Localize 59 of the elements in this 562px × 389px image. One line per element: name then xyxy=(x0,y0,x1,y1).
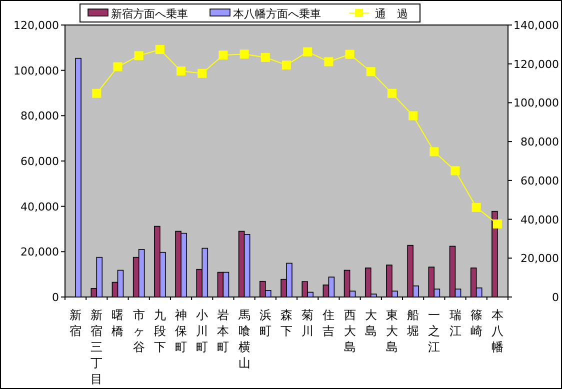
legend-label: 新宿方面へ乗車 xyxy=(111,8,188,20)
y2-tick-label: 60,000 xyxy=(520,174,559,188)
point xyxy=(260,52,270,62)
y-tick-label: 120,000 xyxy=(14,19,59,32)
x-tick-label: 本八幡 xyxy=(491,308,504,354)
y-tick-label: 100,000 xyxy=(14,64,59,78)
point xyxy=(282,60,291,70)
y2-tick-label: 80,000 xyxy=(520,136,559,149)
point xyxy=(430,147,439,156)
point xyxy=(155,44,164,54)
x-tick-label: 森下 xyxy=(280,308,292,338)
point xyxy=(113,62,122,72)
point xyxy=(198,68,207,78)
point xyxy=(303,47,312,56)
point xyxy=(218,50,228,60)
x-tick-label: 一之江 xyxy=(428,308,440,354)
point xyxy=(408,111,418,120)
x-tick-label: 西大島 xyxy=(344,308,356,354)
x-tick-label: 菊川 xyxy=(302,308,314,338)
y2-tick-label: 120,000 xyxy=(514,58,559,71)
x-tick-label: 東大島 xyxy=(386,308,398,354)
y2-tick-label: 40,000 xyxy=(520,213,559,226)
point xyxy=(387,88,396,98)
x-tick-label: 馬喰横山 xyxy=(237,308,250,370)
x-tick-label: 神保町 xyxy=(175,308,188,354)
y-tick-label: 40,000 xyxy=(20,200,59,214)
y2-tick-label: 20,000 xyxy=(520,252,559,266)
y2-tick-label: 100,000 xyxy=(514,96,559,110)
x-tick-label: 新宿三丁目 xyxy=(90,308,103,386)
x-tick-label: 篠崎 xyxy=(470,308,482,338)
point xyxy=(366,67,376,76)
y2-tick-label: 140,000 xyxy=(514,19,559,32)
point xyxy=(324,57,334,66)
x-tick-label: 岩本町 xyxy=(217,308,230,354)
point xyxy=(134,51,144,60)
y-tick-label: 60,000 xyxy=(20,155,59,168)
y-tick-label: 20,000 xyxy=(20,246,59,259)
y-tick-label: 80,000 xyxy=(20,110,59,123)
y-tick-label: 0 xyxy=(52,291,59,304)
x-tick-label: 九段下 xyxy=(154,308,166,354)
point xyxy=(472,202,481,212)
legend-label: 通 過 xyxy=(375,8,408,20)
point xyxy=(92,88,102,98)
x-tick-label: 瑞江 xyxy=(449,308,462,338)
x-tick-label: 新宿 xyxy=(70,308,82,338)
x-tick-label: 市ヶ谷 xyxy=(132,308,145,354)
x-tick-label: 船堀 xyxy=(406,308,420,338)
point xyxy=(492,219,502,228)
x-tick-label: 浜町 xyxy=(259,308,272,338)
x-tick-label: 大島 xyxy=(364,308,377,338)
y2-tick-label: 0 xyxy=(552,291,559,304)
x-tick-label: 住吉 xyxy=(322,308,335,338)
legend-label: 本八幡方面へ乗車 xyxy=(233,8,321,20)
point xyxy=(176,66,186,76)
x-tick-label: 曙橋 xyxy=(112,308,124,338)
point xyxy=(450,166,460,176)
point xyxy=(240,50,249,59)
point xyxy=(345,50,354,59)
x-tick-label: 小川町 xyxy=(196,308,208,354)
